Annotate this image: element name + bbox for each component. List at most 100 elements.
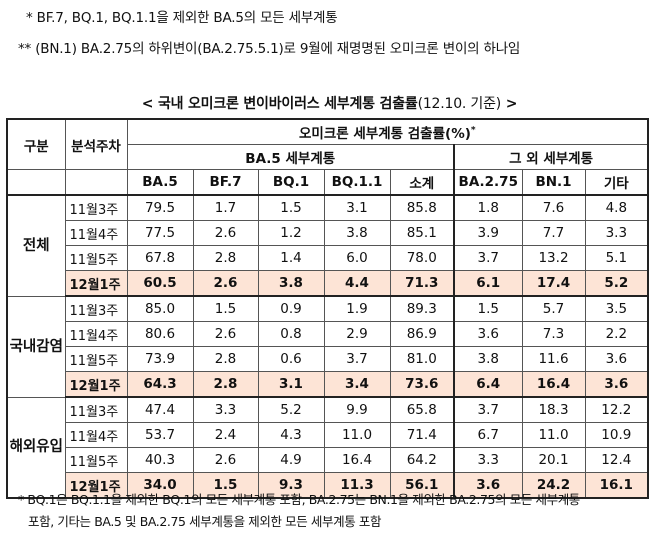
table-row: 12월1주 34.0 1.5 9.3 11.3 56.1 3.6 24.2 16.1 xyxy=(7,472,649,499)
week-cell: 11월4주 xyxy=(64,220,128,246)
value-cell: 3.3 xyxy=(584,220,649,246)
value-cell: 6.7 xyxy=(453,422,523,448)
value-cell: 2.9 xyxy=(323,321,391,347)
value-cell: 3.8 xyxy=(323,220,391,246)
value-cell: 2.6 xyxy=(192,220,259,246)
omicron-lineage-table: 구분 분석주차 오미크론 세부계통 검출률(%)* BA.5 세부계통 그 외 … xyxy=(6,118,650,499)
value-cell: 53.7 xyxy=(126,422,194,448)
table-row: 12월1주 64.3 2.8 3.1 3.4 73.6 6.4 16.4 3.6 xyxy=(7,371,649,398)
value-cell: 7.6 xyxy=(521,194,586,221)
value-cell: 5.2 xyxy=(584,270,649,297)
value-cell: 1.5 xyxy=(192,295,259,322)
table-row: 11월4주 80.6 2.6 0.8 2.9 86.9 3.6 7.3 2.2 xyxy=(7,321,649,347)
week-cell: 12월1주 xyxy=(64,270,128,297)
header-group: 구분 xyxy=(6,118,66,170)
value-cell: 2.6 xyxy=(192,321,259,347)
value-cell: 65.8 xyxy=(389,396,455,423)
value-cell: 73.6 xyxy=(389,371,455,398)
value-cell: 64.3 xyxy=(126,371,194,398)
value-cell: 2.6 xyxy=(192,270,259,297)
week-cell: 11월4주 xyxy=(64,321,128,347)
week-cell: 11월5주 xyxy=(64,245,128,271)
value-cell: 0.8 xyxy=(257,321,325,347)
group-imported-label: 해외유입 xyxy=(6,396,66,499)
footnote-bn1: ** (BN.1) BA.2.75의 하위변이(BA.2.75.5.1)로 9월… xyxy=(18,41,521,57)
footnote-ba5: * BF.7, BQ.1, BQ.1.1을 제외한 BA.5의 모든 세부계통 xyxy=(26,10,338,26)
value-cell: 0.6 xyxy=(257,346,325,372)
value-cell: 3.7 xyxy=(323,346,391,372)
week-cell: 12월1주 xyxy=(64,371,128,398)
value-cell: 85.0 xyxy=(126,295,194,322)
table-title-main: < 국내 오미크론 변이바이러스 세부계통 검출률 xyxy=(141,96,418,112)
header-other-group: 그 외 세부계통 xyxy=(452,144,649,170)
value-cell: 2.8 xyxy=(192,245,259,271)
value-cell: 6.1 xyxy=(453,270,523,297)
week-cell: 11월3주 xyxy=(64,396,128,423)
value-cell: 12.4 xyxy=(584,447,649,473)
value-cell: 3.3 xyxy=(192,396,259,423)
footnote-bottom-line2: 포함, 기타는 BA.5 및 BA.2.75 세부계통을 제외한 모든 세부계통… xyxy=(28,514,382,529)
value-cell: 1.7 xyxy=(192,194,259,221)
header-week: 분석주차 xyxy=(64,118,128,170)
table-row: 11월5주 67.8 2.8 1.4 6.0 78.0 3.7 13.2 5.1 xyxy=(7,245,649,271)
value-cell: 5.1 xyxy=(584,245,649,271)
value-cell: 7.3 xyxy=(521,321,586,347)
value-cell: 86.9 xyxy=(389,321,455,347)
value-cell: 11.0 xyxy=(323,422,391,448)
footnote-bottom-line1: * BQ.1은 BQ.1.1을 제외한 BQ.1의 모든 세부계통 포함, BA… xyxy=(18,492,580,507)
group-total-label: 전체 xyxy=(6,194,66,297)
header-blank-group xyxy=(6,169,66,196)
week-cell: 11월4주 xyxy=(64,422,128,448)
value-cell: 1.8 xyxy=(453,194,523,221)
header-detection-rate: 오미크론 세부계통 검출률(%)* xyxy=(126,118,649,145)
header-ba5-group: BA.5 세부계통 xyxy=(126,144,455,170)
value-cell: 3.3 xyxy=(453,447,523,473)
value-cell: 79.5 xyxy=(126,194,194,221)
group-domestic-label: 국내감염 xyxy=(6,295,66,398)
value-cell: 4.9 xyxy=(257,447,325,473)
value-cell: 7.7 xyxy=(521,220,586,246)
header-col-ba5: BA.5 xyxy=(126,169,194,196)
value-cell: 1.5 xyxy=(453,295,523,322)
value-cell: 10.9 xyxy=(584,422,649,448)
value-cell: 2.4 xyxy=(192,422,259,448)
week-cell: 12월1주 xyxy=(64,472,128,499)
value-cell: 3.1 xyxy=(323,194,391,221)
table-row: 11월4주 53.7 2.4 4.3 11.0 71.4 6.7 11.0 10.9 xyxy=(7,422,649,448)
value-cell: 2.8 xyxy=(192,346,259,372)
value-cell: 11.0 xyxy=(521,422,586,448)
table-title: < 국내 오미크론 변이바이러스 세부계통 검출률(12.10. 기준) > xyxy=(0,93,659,113)
header-col-bn1: BN.1 xyxy=(521,169,586,196)
value-cell: 3.6 xyxy=(584,371,649,398)
value-cell: 3.5 xyxy=(584,295,649,322)
value-cell: 3.8 xyxy=(453,346,523,372)
value-cell: 2.2 xyxy=(584,321,649,347)
value-cell: 1.9 xyxy=(323,295,391,322)
table-row: 전체 11월3주 79.5 1.7 1.5 3.1 85.8 1.8 7.6 4.8 xyxy=(6,194,649,297)
week-cell: 11월5주 xyxy=(64,346,128,372)
table-title-close: > xyxy=(501,96,518,112)
value-cell: 71.4 xyxy=(389,422,455,448)
value-cell: 18.3 xyxy=(521,396,586,423)
value-cell: 5.2 xyxy=(257,396,325,423)
value-cell: 5.7 xyxy=(521,295,586,322)
value-cell: 11.6 xyxy=(521,346,586,372)
value-cell: 3.8 xyxy=(257,270,325,297)
value-cell: 24.2 xyxy=(521,472,586,499)
value-cell: 47.4 xyxy=(126,396,194,423)
value-cell: 81.0 xyxy=(389,346,455,372)
value-cell: 20.1 xyxy=(521,447,586,473)
value-cell: 9.9 xyxy=(323,396,391,423)
value-cell: 12.2 xyxy=(584,396,649,423)
value-cell: 60.5 xyxy=(126,270,194,297)
value-cell: 6.4 xyxy=(453,371,523,398)
week-cell: 11월3주 xyxy=(64,194,128,221)
value-cell: 4.3 xyxy=(257,422,325,448)
week-cell: 11월5주 xyxy=(64,447,128,473)
value-cell: 16.1 xyxy=(584,472,649,499)
value-cell: 0.9 xyxy=(257,295,325,322)
header-col-other: 기타 xyxy=(584,169,649,196)
footnote-bottom: * BQ.1은 BQ.1.1을 제외한 BQ.1의 모든 세부계통 포함, BA… xyxy=(18,489,648,533)
table-row: 11월4주 77.5 2.6 1.2 3.8 85.1 3.9 7.7 3.3 xyxy=(7,220,649,246)
header-detection-sup: * xyxy=(470,125,476,136)
